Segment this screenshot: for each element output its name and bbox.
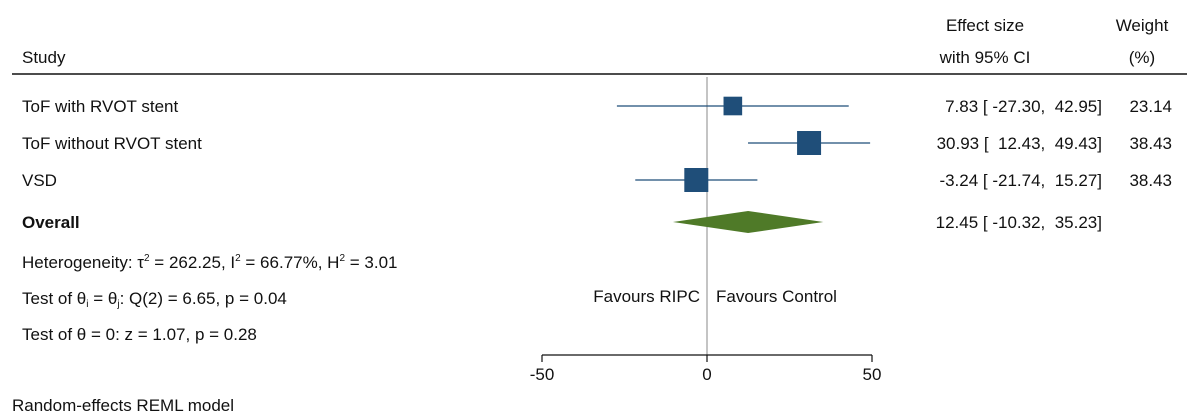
- x-tick-label-2: 0: [702, 365, 711, 384]
- effect-size-header-line2: with 95% CI: [939, 48, 1031, 67]
- effect-marker-1: [723, 96, 743, 116]
- homogeneity-test: Test of θi = θj: Q(2) = 6.65, p = 0.04: [22, 289, 287, 310]
- study-effect-2: 30.93 [ 12.43, 49.43]: [936, 134, 1102, 153]
- effect-marker-2: [797, 131, 822, 155]
- overall-diamond: [672, 211, 824, 233]
- effect-marker-3: [684, 168, 709, 192]
- study-weight-3: 38.43: [1129, 171, 1172, 190]
- weight-header-line1: Weight: [1115, 16, 1169, 35]
- weight-header-line2: (%): [1128, 48, 1156, 67]
- favours-right-label: Favours Control: [716, 287, 837, 306]
- heterogeneity-stats: Heterogeneity: τ2 = 262.25, I2 = 66.77%,…: [22, 253, 398, 272]
- x-tick-label-3: 50: [863, 365, 882, 384]
- effect-size-header-line1: Effect size: [945, 16, 1025, 35]
- study-name-1: ToF with RVOT stent: [22, 97, 179, 116]
- study-name-3: VSD: [22, 171, 57, 190]
- x-tick-label-1: -50: [530, 365, 555, 384]
- study-column-header: Study: [22, 48, 66, 67]
- favours-left-label: Favours RIPC: [593, 287, 700, 306]
- study-effect-3: -3.24 [ -21.74, 15.27]: [939, 171, 1102, 190]
- study-name-2: ToF without RVOT stent: [22, 134, 202, 153]
- overall-label: Overall: [22, 213, 80, 232]
- overall-effect: 12.45 [ -10.32, 35.23]: [935, 213, 1102, 232]
- overall-effect-test: Test of θ = 0: z = 1.07, p = 0.28: [22, 325, 257, 344]
- model-note: Random-effects REML model: [12, 396, 235, 415]
- study-effect-1: 7.83 [ -27.30, 42.95]: [945, 97, 1102, 116]
- study-weight-2: 38.43: [1129, 134, 1172, 153]
- study-weight-1: 23.14: [1129, 97, 1172, 116]
